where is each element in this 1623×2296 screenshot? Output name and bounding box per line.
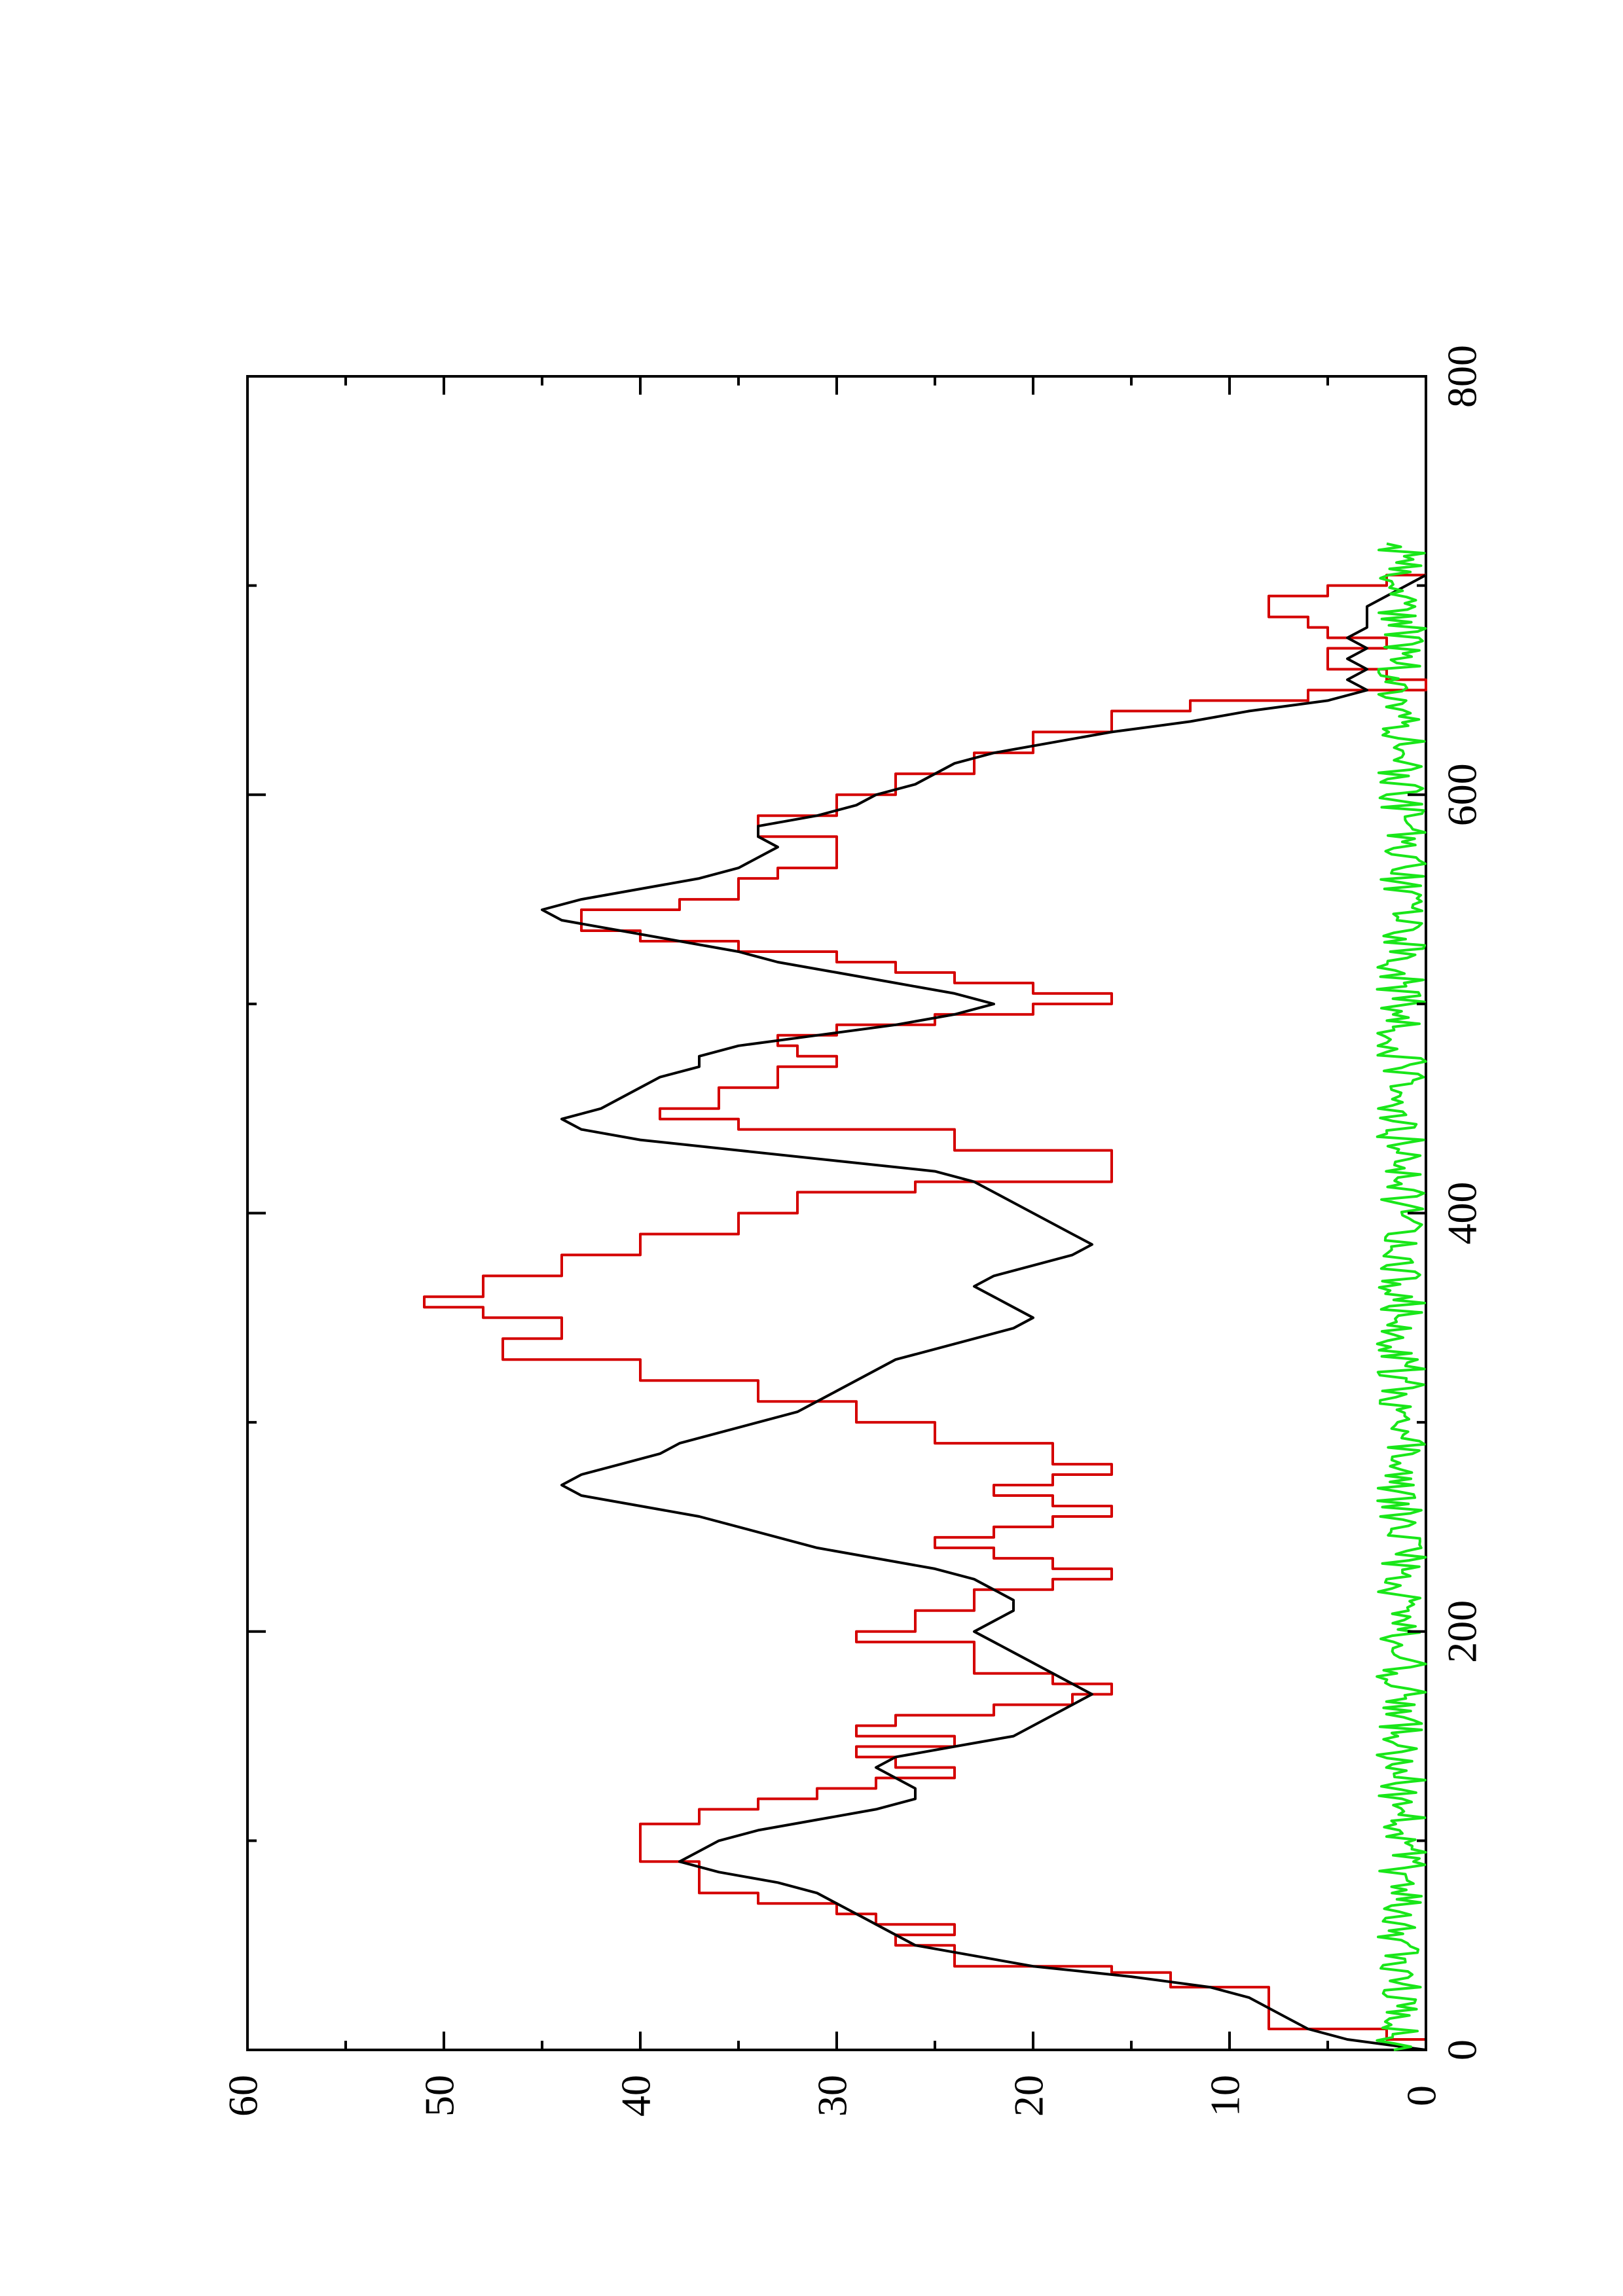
series-line-3: [1376, 542, 1427, 2051]
tick-layer: 0 200 400 600 800 0 10 20 30 40 50 60: [220, 345, 1486, 2117]
plot-frame: [246, 375, 1427, 2051]
y-tick-label: 60: [220, 2075, 266, 2117]
x-tick-label: 0: [1439, 2039, 1486, 2060]
series-line-1: [423, 573, 1427, 2050]
y-tick-label: 50: [416, 2075, 463, 2117]
x-tick-label: 200: [1439, 1600, 1486, 1663]
y-tick-label: 0: [1398, 2085, 1445, 2106]
y-tick-label: 30: [809, 2075, 856, 2117]
x-tick-label: 400: [1439, 1182, 1486, 1245]
x-tick-label: 800: [1439, 345, 1486, 408]
y-tick-label: 10: [1202, 2075, 1249, 2117]
y-tick-label: 20: [1006, 2075, 1052, 2117]
x-tick-label: 600: [1439, 763, 1486, 826]
series-layer: [423, 542, 1427, 2051]
y-tick-label: 40: [613, 2075, 659, 2117]
series-line-2: [541, 573, 1427, 2051]
